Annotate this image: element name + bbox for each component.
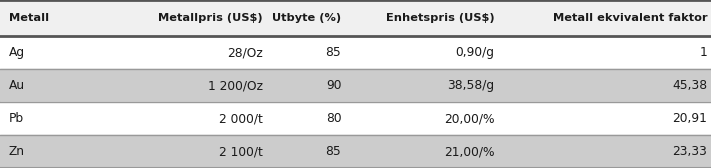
Text: 85: 85 [326, 145, 341, 158]
Text: Metall ekvivalent faktor: Metall ekvivalent faktor [553, 13, 707, 23]
Text: 23,33: 23,33 [673, 145, 707, 158]
Text: Pb: Pb [9, 112, 23, 125]
Text: Enhetspris (US$): Enhetspris (US$) [385, 13, 494, 23]
Text: 2 000/t: 2 000/t [219, 112, 263, 125]
Text: 28/Oz: 28/Oz [228, 46, 263, 59]
Text: Utbyte (%): Utbyte (%) [272, 13, 341, 23]
Text: Metallpris (US$): Metallpris (US$) [159, 13, 263, 23]
Text: Au: Au [9, 79, 25, 92]
Text: 21,00/%: 21,00/% [444, 145, 494, 158]
Bar [0, 36, 711, 69]
Text: 20,00/%: 20,00/% [444, 112, 494, 125]
Text: Ag: Ag [9, 46, 25, 59]
Text: 1: 1 [700, 46, 707, 59]
Bar [0, 69, 711, 102]
Text: 80: 80 [326, 112, 341, 125]
Text: Metall: Metall [9, 13, 48, 23]
Bar [0, 102, 711, 135]
Text: 2 100/t: 2 100/t [219, 145, 263, 158]
Text: 0,90/g: 0,90/g [455, 46, 494, 59]
Text: Zn: Zn [9, 145, 25, 158]
Text: 90: 90 [326, 79, 341, 92]
Bar [0, 135, 711, 168]
Text: 20,91: 20,91 [673, 112, 707, 125]
Text: 38,58/g: 38,58/g [447, 79, 494, 92]
Text: 1 200/Oz: 1 200/Oz [208, 79, 263, 92]
Text: 85: 85 [326, 46, 341, 59]
Text: 45,38: 45,38 [673, 79, 707, 92]
Bar [0, 0, 711, 36]
